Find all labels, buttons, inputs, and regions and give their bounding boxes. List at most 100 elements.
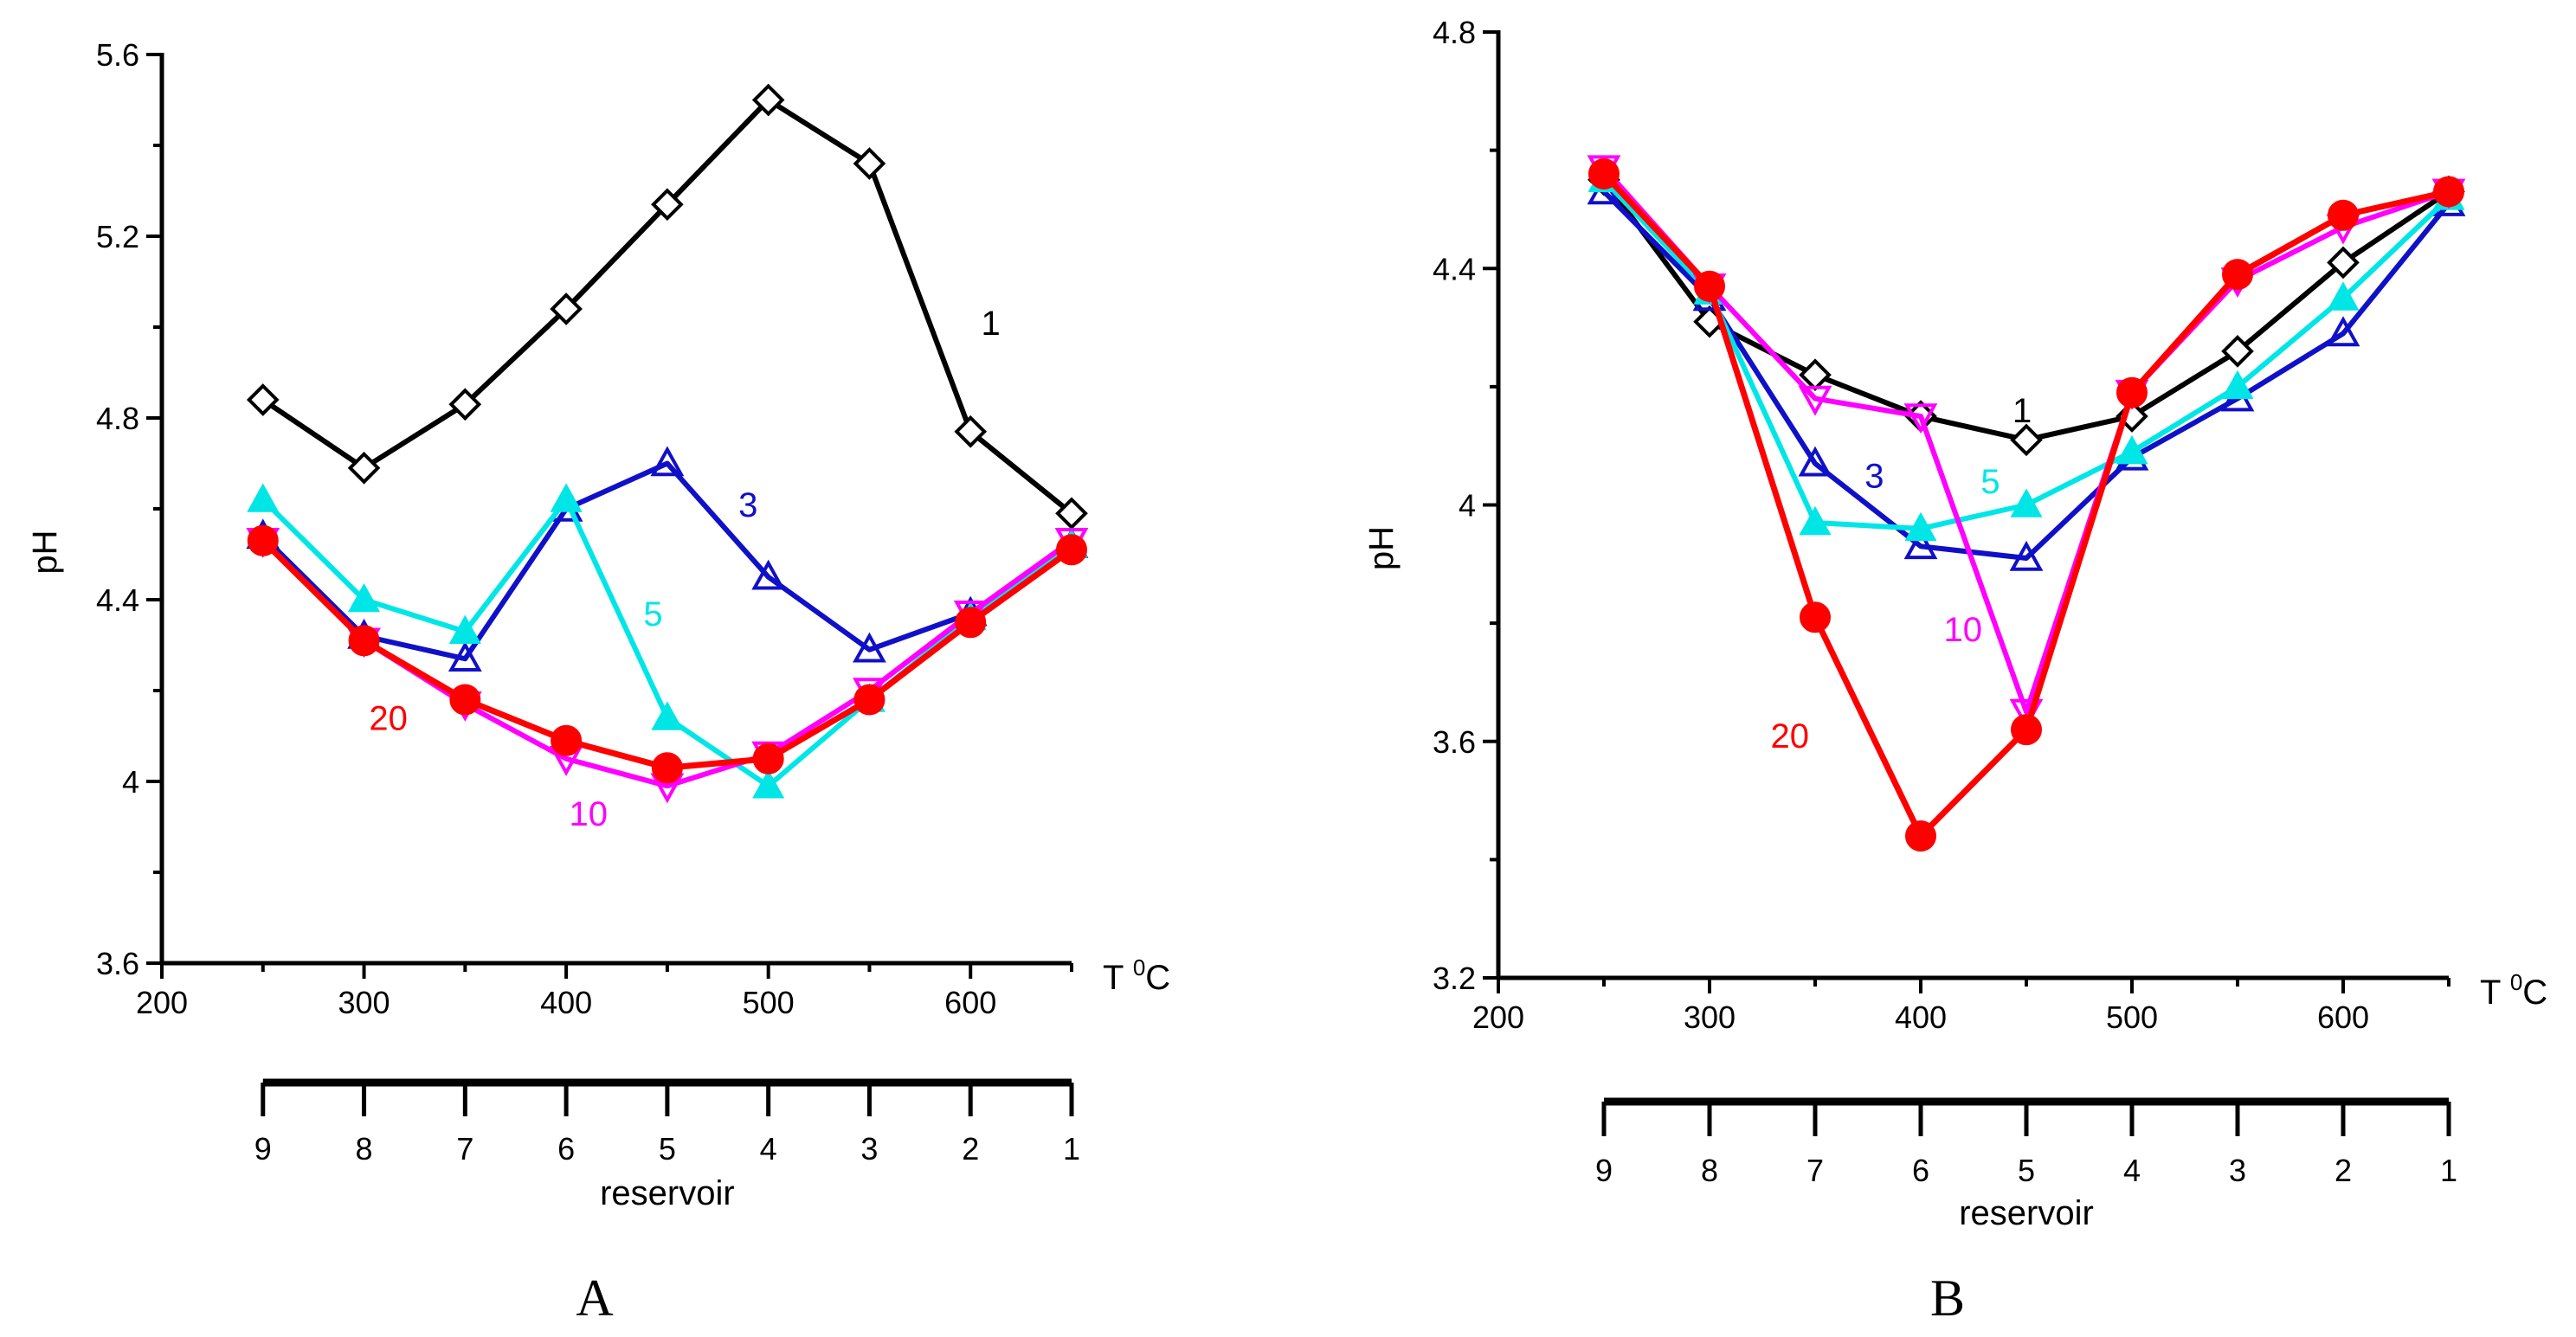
y-tick-label: 3.6 <box>1433 724 1476 760</box>
reservoir-tick-label: 7 <box>1806 1153 1824 1188</box>
reservoir-axis: 9 8 7 6 5 4 3 2 1 reservoir <box>1595 1097 2457 1232</box>
data-point-10 <box>1798 385 1832 416</box>
data-point-20 <box>449 684 481 716</box>
x-axis-label: T 0C <box>2480 969 2547 1012</box>
x-axis-label: T 0C <box>1103 955 1170 997</box>
reservoir-tick-label: 5 <box>2018 1153 2035 1188</box>
x-tick-label: 300 <box>338 985 390 1020</box>
data-point-3 <box>2009 540 2044 571</box>
reservoir-tick-label: 9 <box>1595 1153 1613 1188</box>
series-label-1: 1 <box>981 305 1000 343</box>
panel-label: B <box>1930 1270 1965 1327</box>
series-label-10: 10 <box>1944 611 1983 649</box>
data-point-3 <box>1798 446 1832 477</box>
data-point-20 <box>1588 157 1620 190</box>
reservoir-tick-label: 2 <box>2334 1153 2352 1188</box>
data-point-3 <box>1903 529 1938 560</box>
reservoir-tick-label: 1 <box>2440 1153 2457 1188</box>
data-point-1 <box>751 83 785 117</box>
y-tick-label: 3.6 <box>96 946 139 981</box>
data-point-20 <box>752 742 784 775</box>
data-point-1 <box>954 415 988 448</box>
series-20: 20 <box>1588 157 2464 852</box>
series-line-10 <box>261 538 1073 789</box>
x-tick-label: 200 <box>1472 1000 1524 1035</box>
series-label-1: 1 <box>2012 392 2032 430</box>
series-label-20: 20 <box>1770 717 1809 755</box>
y-tick-label: 4.4 <box>96 582 139 618</box>
reservoir-tick-label: 5 <box>659 1131 676 1167</box>
reservoir-tick-label: 8 <box>356 1131 373 1167</box>
y-axis-label: pH <box>1362 526 1401 570</box>
data-point-20 <box>551 724 583 756</box>
data-point-20 <box>247 524 279 556</box>
chart-panel-B: 3.2 3.6 4 4.4 4.8 200 300 400 500 600 pH T 0C 9 8 7 6 5 4… <box>1362 15 2547 1327</box>
series-20: 20 <box>247 524 1087 784</box>
reservoir-tick-label: 4 <box>2123 1153 2141 1188</box>
reservoir-tick-label: 8 <box>1701 1153 1718 1188</box>
data-point-3 <box>751 559 786 590</box>
y-tick-label: 5.2 <box>96 219 139 254</box>
data-point-1 <box>2010 423 2043 457</box>
series-label-10: 10 <box>570 795 609 833</box>
data-point-5 <box>752 769 785 799</box>
data-point-10 <box>1903 403 1938 434</box>
data-point-20 <box>1056 534 1087 566</box>
reservoir-tick-label: 1 <box>1063 1131 1080 1167</box>
reservoir-tick-label: 4 <box>760 1131 777 1167</box>
reservoir-axis-label: reservoir <box>600 1174 735 1212</box>
data-point-3 <box>853 632 886 663</box>
data-point-5 <box>2327 281 2360 311</box>
data-point-1 <box>448 388 482 421</box>
y-tick-label: 5.6 <box>96 37 139 73</box>
y-tick-label: 4.8 <box>1433 15 1476 50</box>
data-point-1 <box>1055 497 1088 530</box>
y-tick-label: 4 <box>122 764 139 800</box>
series-label-3: 3 <box>1864 457 1884 495</box>
data-point-5 <box>2221 370 2254 400</box>
data-point-5 <box>247 483 280 512</box>
reservoir-tick-label: 6 <box>1912 1153 1929 1188</box>
reservoir-tick-label: 3 <box>860 1131 878 1167</box>
data-point-1 <box>2221 335 2254 368</box>
data-point-20 <box>2433 176 2464 208</box>
data-point-20 <box>853 684 886 716</box>
series-label-5: 5 <box>1980 463 2000 501</box>
data-point-5 <box>1799 505 1832 536</box>
data-point-3 <box>2326 316 2360 347</box>
data-point-20 <box>2328 199 2359 231</box>
data-point-3 <box>448 641 482 672</box>
data-point-5 <box>1904 511 1937 542</box>
y-tick-label: 4.8 <box>96 401 139 436</box>
reservoir-axis-label: reservoir <box>1959 1194 2094 1232</box>
data-point-1 <box>853 147 886 180</box>
x-tick-label: 500 <box>743 985 795 1020</box>
data-point-5 <box>2010 488 2043 517</box>
reservoir-axis: 9 8 7 6 5 4 3 2 1 reservoir <box>254 1078 1080 1212</box>
x-tick-label: 400 <box>540 985 592 1020</box>
data-point-20 <box>2222 259 2253 291</box>
series-line-3 <box>261 460 1073 662</box>
data-point-5 <box>348 582 381 613</box>
x-tick-label: 300 <box>1684 1000 1736 1035</box>
data-point-5 <box>651 701 684 730</box>
y-tick-label: 3.2 <box>1433 961 1476 996</box>
data-point-20 <box>2011 714 2042 746</box>
data-point-20 <box>348 625 380 657</box>
chart-panel-A: 3.6 4 4.4 4.8 5.2 5.6 200 300 400 500 600 pH T 0C 9 8 7… <box>26 37 1170 1327</box>
x-tick-label: 600 <box>2317 1000 2369 1035</box>
x-tick-label: 400 <box>1895 1000 1947 1035</box>
x-tick-label: 200 <box>136 985 188 1020</box>
data-point-5 <box>448 614 481 645</box>
series-label-3: 3 <box>738 486 757 524</box>
x-tick-label: 600 <box>944 985 996 1020</box>
reservoir-tick-label: 2 <box>962 1131 979 1167</box>
data-point-1 <box>2327 246 2360 280</box>
data-point-1 <box>246 383 280 416</box>
data-point-20 <box>651 752 683 784</box>
panel-label: A <box>576 1270 613 1327</box>
data-point-20 <box>955 607 987 639</box>
series-line-10 <box>1601 166 2450 715</box>
series-10: 10 <box>246 527 1089 833</box>
